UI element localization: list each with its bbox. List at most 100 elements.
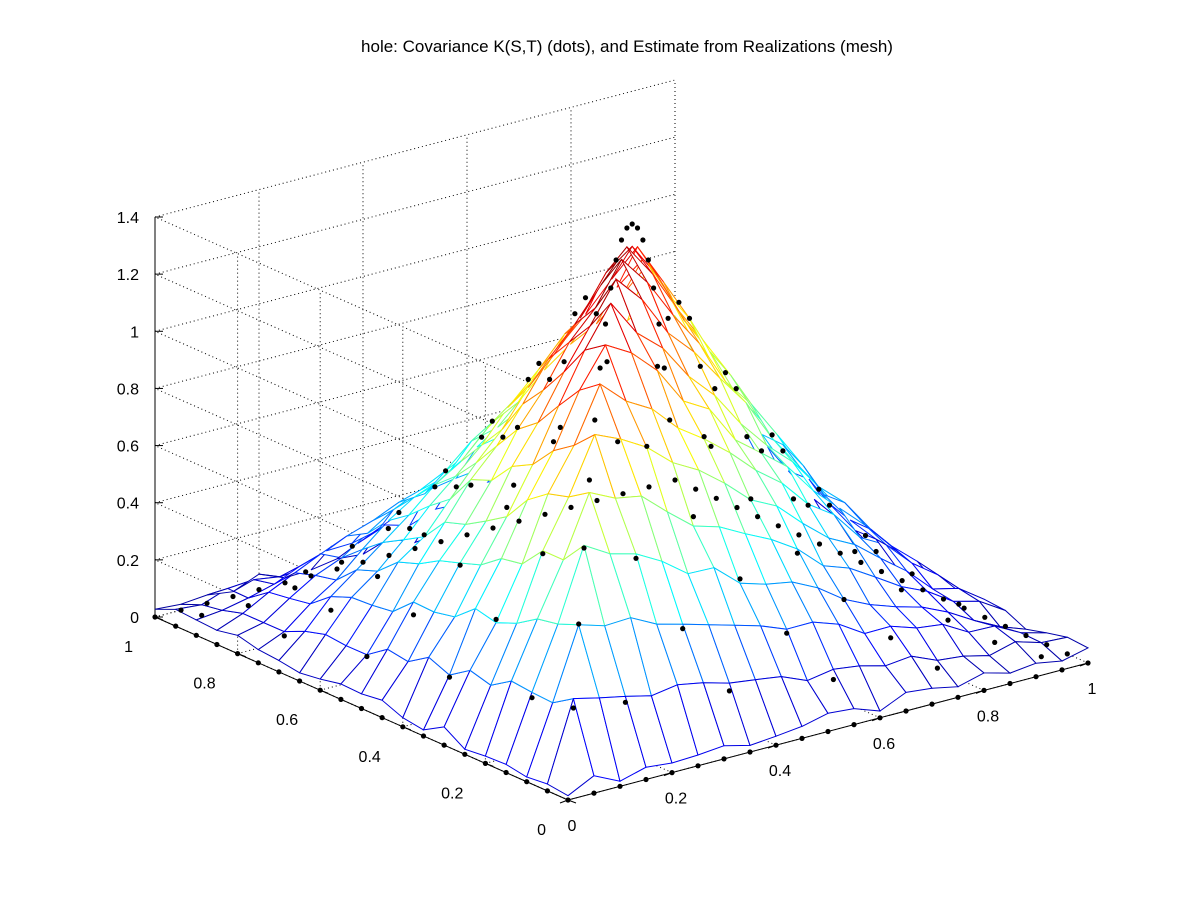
covariance-dot [317,687,323,693]
covariance-dot [629,221,635,227]
covariance-dot [825,728,831,735]
covariance-dot [410,612,417,618]
covariance-dot [594,497,600,504]
covariance-dot [1044,642,1050,648]
covariance-dot [593,311,599,317]
covariance-dot [961,605,967,611]
covariance-dot [734,504,740,511]
covariance-dot [862,532,869,539]
covariance-dot [396,509,402,516]
covariance-dot [547,376,553,382]
covariance-dot [379,715,385,721]
covariance-dot [540,551,546,557]
covariance-dot [490,525,496,531]
covariance-dot [826,502,833,508]
y-tick-label: 0.6 [276,712,298,729]
covariance-dot [235,651,241,657]
covariance-dot [667,417,673,423]
covariance-dot [592,417,598,423]
covariance-dot [726,688,733,694]
covariance-dot [816,541,823,547]
covariance-dot [920,587,926,593]
covariance-dot [712,386,718,392]
x-tick-label: 0.4 [769,763,791,780]
covariance-dot [568,504,574,510]
covariance-dot [511,482,517,488]
covariance-dot [620,491,626,497]
mesh-layer [154,245,1090,797]
covariance-dot [799,735,805,742]
covariance-dot [651,285,657,291]
covariance-dot [769,432,775,438]
covariance-dot [640,237,646,243]
covariance-dot [282,580,288,586]
covariance-dot [608,285,614,291]
covariance-dot [360,559,366,565]
z-tick-label: 1.2 [117,267,139,284]
covariance-dot [982,614,988,620]
covariance-dot [780,448,786,454]
covariance-dot [945,617,951,623]
covariance-dot [701,434,707,440]
covariance-dot [152,614,158,620]
covariance-dot [358,705,365,712]
covariance-dot [597,365,603,371]
covariance-dot [412,545,418,552]
covariance-dot [576,621,582,627]
covariance-dot [686,315,693,321]
covariance-dot [690,514,697,520]
covariance-dot [934,665,941,671]
gridline [154,136,676,275]
covariance-dot [899,578,905,584]
covariance-dot [479,434,485,440]
x-tick-label: 0 [568,818,577,835]
covariance-dot [297,678,303,684]
covariance-dot [193,632,199,638]
covariance-dot [504,504,510,510]
covariance-dot [199,612,205,618]
covariance-dot [525,376,531,382]
covariance-dot [349,543,355,549]
covariance-dot [204,600,210,606]
covariance-dot [524,779,530,785]
covariance-dot [613,257,619,263]
z-tick-label: 0 [130,610,139,627]
covariance-dot [457,562,463,568]
gridline [154,502,569,687]
covariance-dot [898,587,905,593]
covariance-dot [281,633,287,639]
covariance-dot [672,477,678,483]
covariance-dot [877,715,883,721]
covariance-dot [529,695,535,701]
z-tick-label: 0.6 [117,439,139,456]
covariance-dot [645,257,651,263]
covariance-dot [617,783,623,789]
covariance-dot [713,495,719,501]
covariance-dot [1002,623,1009,630]
covariance-dot [443,468,449,474]
covariance-dot [421,532,427,538]
chart-title: hole: Covariance K(S,T) (dots), and Esti… [361,37,893,56]
covariance-dot [697,363,703,369]
covariance-dot [747,749,753,755]
covariance-dot [878,568,885,575]
covariance-dot [334,566,340,572]
covariance-dot [550,439,557,445]
covariance-dot [500,434,506,440]
covariance-dot [903,708,909,714]
y-tick-label: 0 [537,822,546,839]
gridline [154,273,569,458]
x-tick-label: 0.2 [665,791,687,808]
covariance-dot [178,607,184,613]
covariance-dot [1064,651,1070,657]
covariance-dot [276,669,282,675]
covariance-dot [733,386,739,392]
z-tick-label: 1 [130,324,139,341]
gridline [154,445,569,630]
y-tick-label: 1 [124,639,133,656]
covariance-dot [929,701,935,707]
covariance-dot [565,797,571,803]
covariance-dot [758,448,765,454]
covariance-dot [775,523,781,529]
